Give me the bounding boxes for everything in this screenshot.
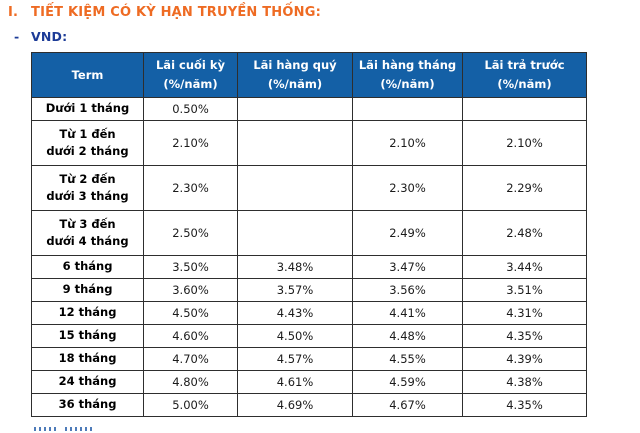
rate-cell: 4.55% <box>352 347 463 371</box>
rate-cell: 4.59% <box>352 370 463 394</box>
column-header-term: Term <box>31 52 144 98</box>
rate-cell: 3.47% <box>352 255 463 279</box>
rate-cell: 4.31% <box>462 301 587 325</box>
rate-cell: 4.60% <box>143 324 238 348</box>
rate-cell: 2.10% <box>352 120 463 166</box>
rate-cell: 4.50% <box>237 324 353 348</box>
table-row: 24 tháng 4.80% 4.61% 4.59% 4.38% <box>31 370 587 394</box>
term-cell: 12 tháng <box>31 301 144 325</box>
table-row: 36 tháng 5.00% 4.69% 4.67% 4.35% <box>31 393 587 417</box>
table-body: Dưới 1 tháng 0.50% Từ 1 đến dưới 2 tháng 2.1… <box>31 97 587 417</box>
term-cell: 15 tháng <box>31 324 144 348</box>
rate-cell: 3.44% <box>462 255 587 279</box>
rate-cell: 4.48% <box>352 324 463 348</box>
rate-cell: 3.60% <box>143 278 238 302</box>
rate-cell: 2.30% <box>352 165 463 211</box>
rate-cell: 4.50% <box>143 301 238 325</box>
table-row: 18 tháng 4.70% 4.57% 4.55% 4.39% <box>31 347 587 371</box>
section-title: TIẾT KIỆM CÓ KỲ HẠN TRUYỀN THỐNG: <box>31 5 321 20</box>
rate-cell: 4.61% <box>237 370 353 394</box>
term-cell: 9 tháng <box>31 278 144 302</box>
rate-cell: 4.43% <box>237 301 353 325</box>
rate-cell: 2.48% <box>462 210 587 256</box>
table-row: 6 tháng 3.50% 3.48% 3.47% 3.44% <box>31 255 587 279</box>
rate-cell <box>237 210 353 256</box>
table-row: 9 tháng 3.60% 3.57% 3.56% 3.51% <box>31 278 587 302</box>
rate-cell: 4.41% <box>352 301 463 325</box>
rate-cell: 4.38% <box>462 370 587 394</box>
column-header-end-of-term-rate: Lãi cuối kỳ (%/năm) <box>143 52 238 98</box>
rate-cell: 2.10% <box>462 120 587 166</box>
rate-cell <box>462 97 587 121</box>
rate-cell: 4.70% <box>143 347 238 371</box>
header-row: Term Lãi cuối kỳ (%/năm) Lãi hàng quý (%… <box>31 52 587 98</box>
list-dash: - <box>14 29 20 44</box>
rate-cell: 4.67% <box>352 393 463 417</box>
term-cell: 24 tháng <box>31 370 144 394</box>
rate-cell: 4.57% <box>237 347 353 371</box>
rate-cell: 2.49% <box>352 210 463 256</box>
table-row: 12 tháng 4.50% 4.43% 4.41% 4.31% <box>31 301 587 325</box>
rate-cell <box>237 120 353 166</box>
rate-cell: 3.48% <box>237 255 353 279</box>
term-cell: Dưới 1 tháng <box>31 97 144 121</box>
section-number: I. <box>8 5 19 20</box>
table-row: 15 tháng 4.60% 4.50% 4.48% 4.35% <box>31 324 587 348</box>
rate-cell: 4.35% <box>462 393 587 417</box>
rate-cell: 4.35% <box>462 324 587 348</box>
rate-cell: 2.10% <box>143 120 238 166</box>
rate-cell <box>237 97 353 121</box>
table-row: Từ 1 đến dưới 2 tháng 2.10% 2.10% 2.10% <box>31 120 587 166</box>
term-cell: 18 tháng <box>31 347 144 371</box>
rate-cell: 2.30% <box>143 165 238 211</box>
rate-cell: 5.00% <box>143 393 238 417</box>
rate-cell: 4.80% <box>143 370 238 394</box>
table-row: Từ 2 đến dưới 3 tháng 2.30% 2.30% 2.29% <box>31 165 587 211</box>
table-header: Term Lãi cuối kỳ (%/năm) Lãi hàng quý (%… <box>31 52 587 98</box>
table-row: Dưới 1 tháng 0.50% <box>31 97 587 121</box>
rate-cell: 4.69% <box>237 393 353 417</box>
table-row: Từ 3 đến dưới 4 tháng 2.50% 2.49% 2.48% <box>31 210 587 256</box>
currency-heading: - VND: <box>14 29 640 44</box>
rate-cell: 3.57% <box>237 278 353 302</box>
rate-cell: 2.29% <box>462 165 587 211</box>
rate-cell <box>237 165 353 211</box>
rate-cell <box>352 97 463 121</box>
currency-label: VND: <box>31 29 68 44</box>
term-cell: Từ 1 đến dưới 2 tháng <box>31 120 144 166</box>
term-cell: Từ 2 đến dưới 3 tháng <box>31 165 144 211</box>
term-cell: Từ 3 đến dưới 4 tháng <box>31 210 144 256</box>
column-header-quarterly-rate: Lãi hàng quý (%/năm) <box>237 52 353 98</box>
rate-cell: 3.50% <box>143 255 238 279</box>
interest-rate-table: Term Lãi cuối kỳ (%/năm) Lãi hàng quý (%… <box>31 52 587 417</box>
rate-cell: 0.50% <box>143 97 238 121</box>
rate-cell: 2.50% <box>143 210 238 256</box>
column-header-monthly-rate: Lãi hàng tháng (%/năm) <box>352 52 463 98</box>
column-header-prepaid-rate: Lãi trả trước (%/năm) <box>462 52 587 98</box>
rate-cell: 3.56% <box>352 278 463 302</box>
rate-cell: 3.51% <box>462 278 587 302</box>
term-cell: 6 tháng <box>31 255 144 279</box>
term-cell: 36 tháng <box>31 393 144 417</box>
rate-cell: 4.39% <box>462 347 587 371</box>
section-heading: I. TIẾT KIỆM CÓ KỲ HẠN TRUYỀN THỐNG: <box>8 5 640 20</box>
